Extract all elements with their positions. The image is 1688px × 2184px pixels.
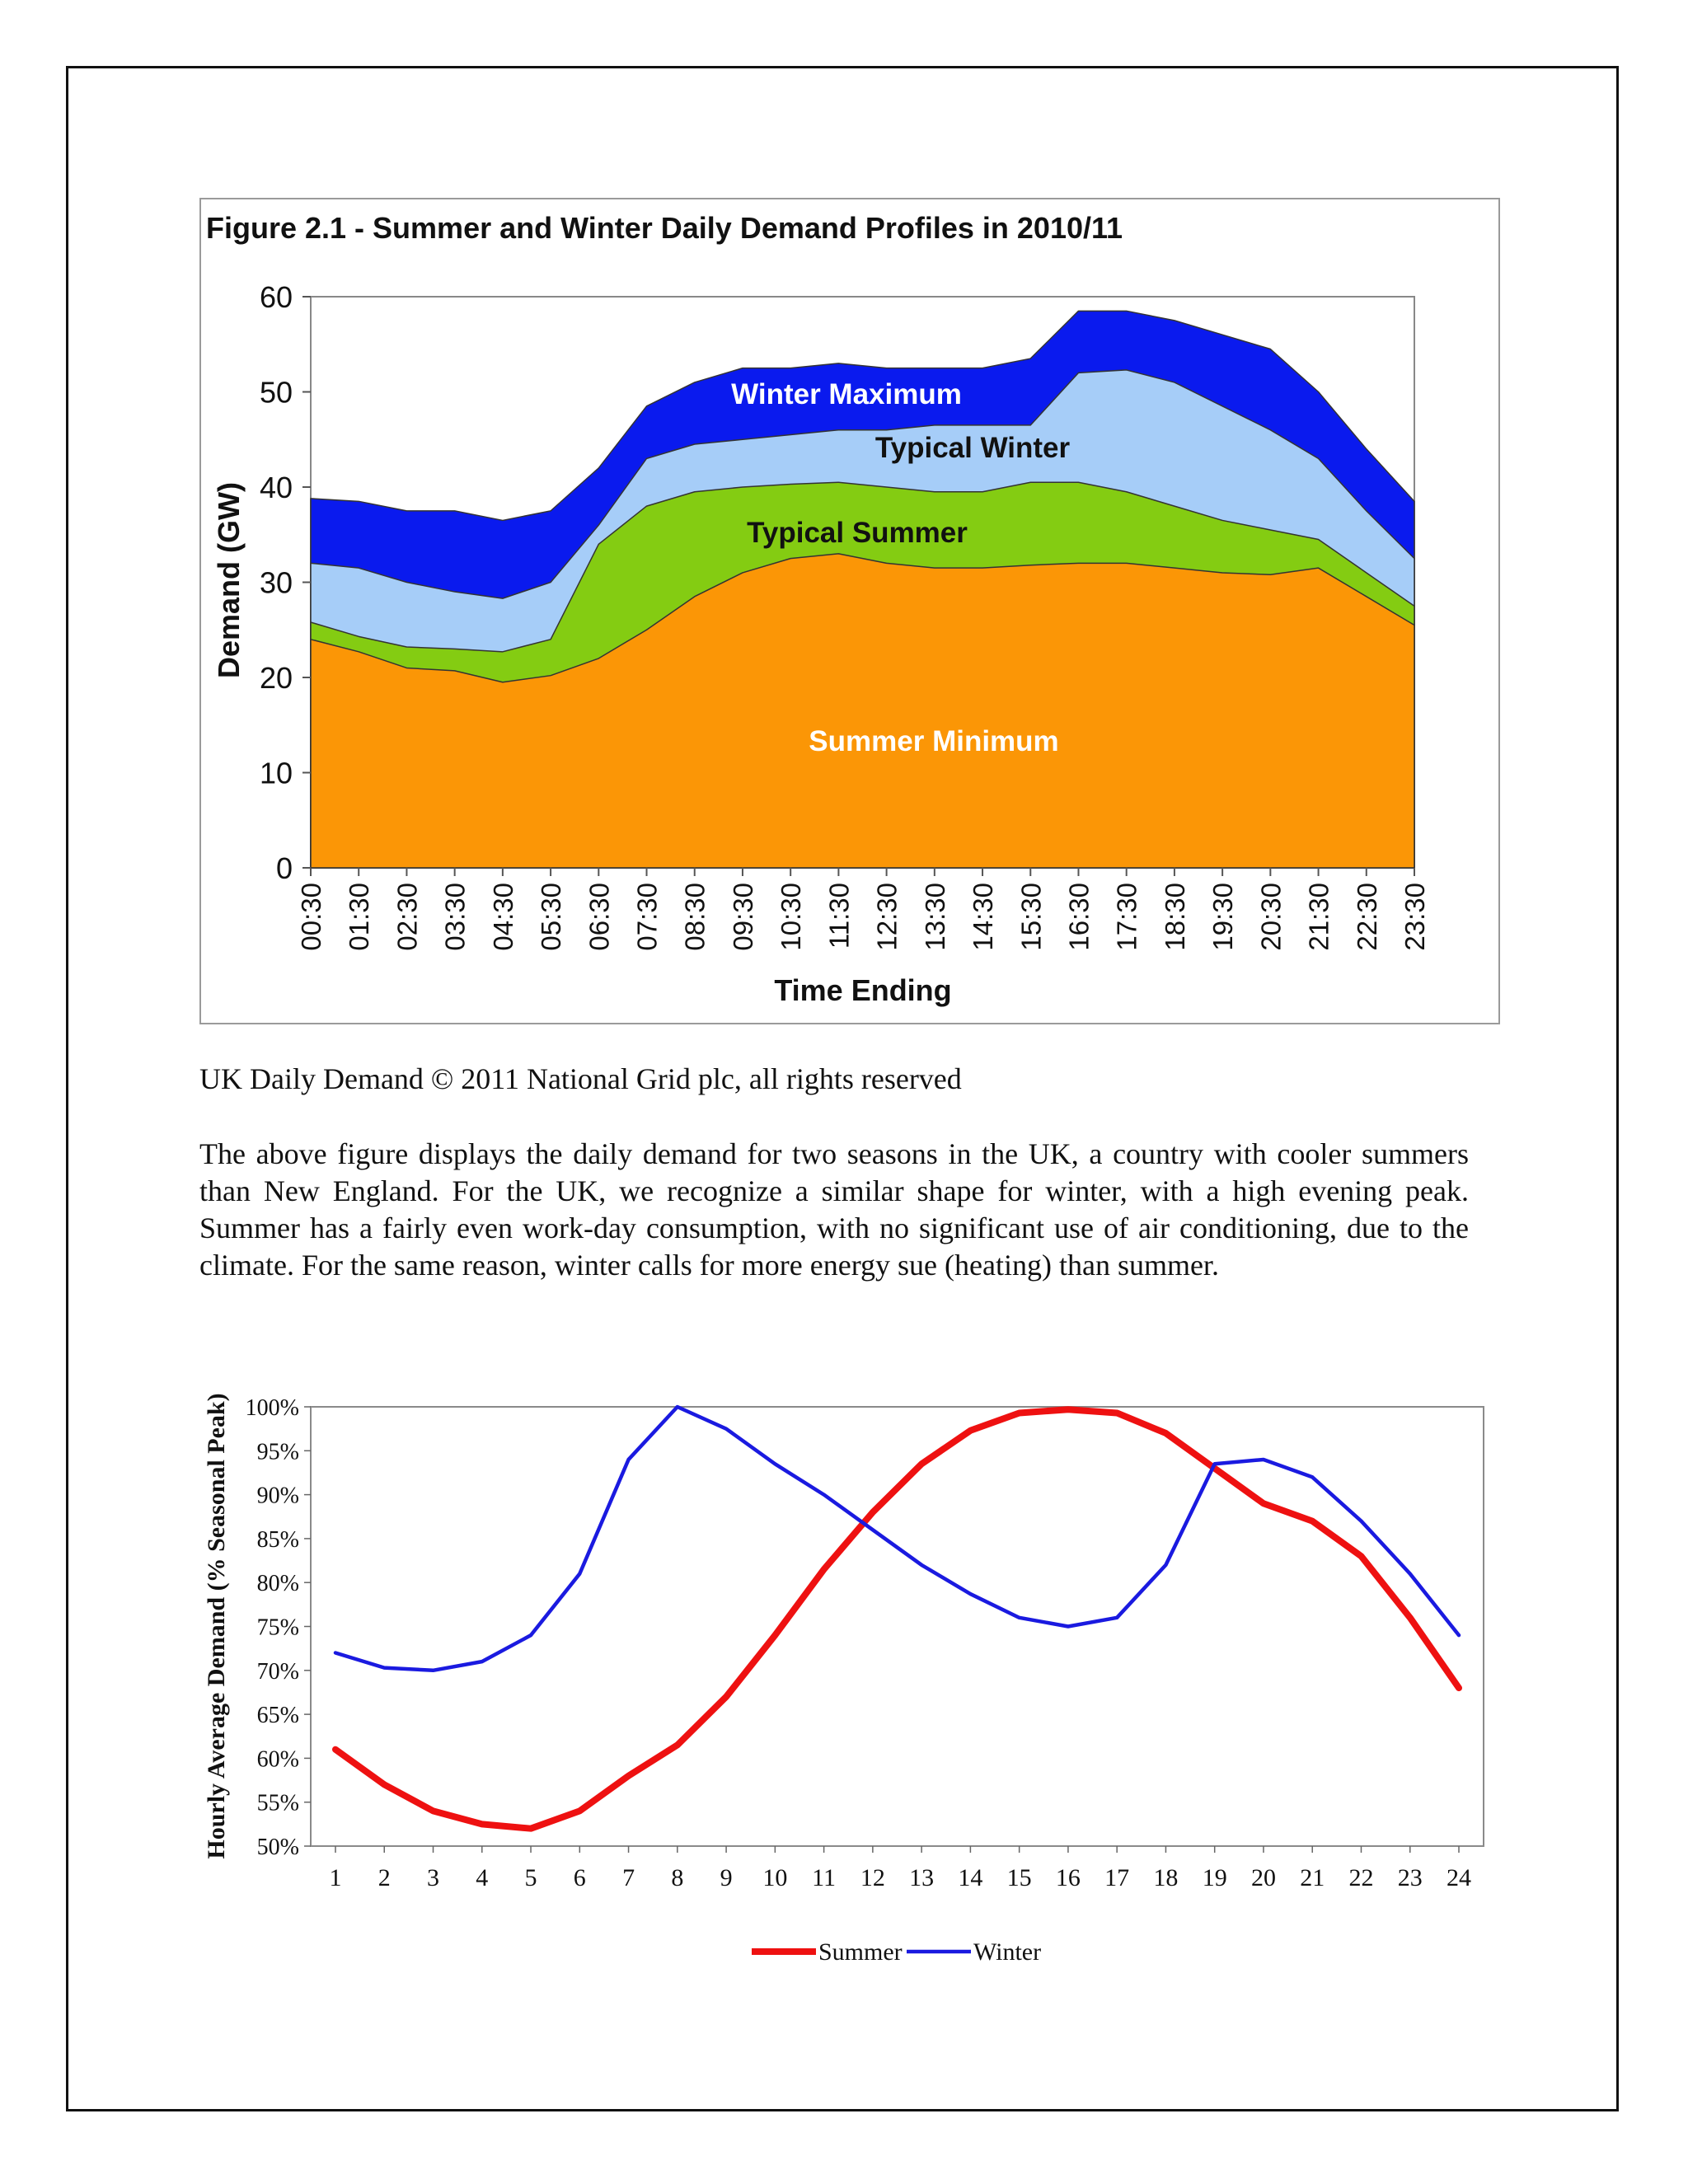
y-tick-label: 55% <box>257 1791 299 1816</box>
x-tick-label: 00:30 <box>296 883 326 951</box>
x-tick-label: 1 <box>330 1864 342 1891</box>
series-label: Summer Minimum <box>809 725 1058 757</box>
x-tick-label: 20:30 <box>1255 883 1286 951</box>
x-tick-label: 12 <box>860 1864 885 1891</box>
y-tick-label: 80% <box>257 1571 299 1596</box>
figure-caption: UK Daily Demand © 2011 National Grid plc… <box>199 1062 962 1095</box>
x-tick-label: 6 <box>574 1864 586 1891</box>
x-tick-label: 11:30 <box>823 883 854 949</box>
x-tick-label: 05:30 <box>536 883 566 951</box>
x-tick-label: 13 <box>909 1864 934 1891</box>
x-tick-label: 18:30 <box>1160 883 1190 951</box>
x-tick-label: 15 <box>1007 1864 1032 1891</box>
x-tick-label: 10 <box>762 1864 787 1891</box>
x-tick-label: 22 <box>1348 1864 1373 1891</box>
x-tick-label: 01:30 <box>344 883 374 951</box>
y-tick-label: 20 <box>260 661 293 695</box>
x-tick-label: 09:30 <box>728 883 758 951</box>
x-tick-label: 21:30 <box>1304 883 1334 951</box>
x-tick-label: 18 <box>1153 1864 1178 1891</box>
series-label: Winter Maximum <box>731 378 962 410</box>
x-tick-label: 15:30 <box>1015 883 1046 951</box>
x-tick-label: 19:30 <box>1207 883 1238 951</box>
x-tick-label: 4 <box>476 1864 488 1891</box>
x-tick-label: 14 <box>958 1864 982 1891</box>
x-tick-label: 20 <box>1251 1864 1276 1891</box>
legend-label-summer: Summer <box>818 1938 903 1966</box>
x-tick-label: 21 <box>1300 1864 1325 1891</box>
x-tick-label: 3 <box>427 1864 439 1891</box>
x-tick-label: 19 <box>1203 1864 1227 1891</box>
x-tick-label: 16 <box>1056 1864 1081 1891</box>
x-tick-label: 2 <box>378 1864 391 1891</box>
y-tick-label: 75% <box>257 1615 299 1641</box>
y-tick-label: 50% <box>257 1835 299 1860</box>
y-tick-label: 90% <box>257 1483 299 1509</box>
y-tick-label: 60% <box>257 1746 299 1772</box>
x-tick-label: 11 <box>812 1864 836 1891</box>
x-tick-label: 14:30 <box>968 883 998 951</box>
page-frame <box>66 66 1619 2111</box>
y-tick-label: 65% <box>257 1703 299 1728</box>
y-axis-title: Hourly Average Demand (% Seasonal Peak) <box>203 1393 230 1858</box>
x-axis-title: Time Ending <box>774 973 951 1007</box>
x-tick-label: 23:30 <box>1400 883 1430 951</box>
x-tick-label: 12:30 <box>872 883 903 951</box>
seasonal-peak-line-chart: 50%55%60%65%70%75%80%85%90%95%100%1 2 3 4 5 6… <box>203 1393 1484 1966</box>
plot-area <box>310 1406 1484 1847</box>
y-tick-label: 60 <box>260 280 293 314</box>
x-tick-label: 5 <box>525 1864 537 1891</box>
x-tick-label: 23 <box>1398 1864 1423 1891</box>
x-tick-label: 17 <box>1104 1864 1129 1891</box>
x-tick-label: 9 <box>720 1864 733 1891</box>
x-tick-label: 17:30 <box>1112 883 1142 951</box>
area-summer-minimum <box>310 553 1415 869</box>
series-label: Typical Summer <box>747 517 968 549</box>
y-tick-label: 40 <box>260 471 293 504</box>
x-tick-label: 10:30 <box>776 883 806 951</box>
y-tick-label: 50 <box>260 376 293 410</box>
x-tick-label: 02:30 <box>392 883 422 951</box>
x-tick-label: 8 <box>671 1864 683 1891</box>
y-tick-label: 85% <box>257 1527 299 1553</box>
series-label: Typical Winter <box>875 432 1071 464</box>
y-tick-label: 0 <box>276 851 293 885</box>
x-tick-label: 7 <box>622 1864 635 1891</box>
x-tick-label: 06:30 <box>584 883 614 951</box>
x-tick-label: 24 <box>1447 1864 1471 1891</box>
legend-label-winter: Winter <box>973 1938 1041 1966</box>
series-line-summer <box>332 1406 1462 1832</box>
y-tick-label: 70% <box>257 1659 299 1685</box>
y-tick-label: 30 <box>260 566 293 600</box>
x-tick-label: 07:30 <box>632 883 663 951</box>
y-tick-label: 100% <box>246 1395 299 1421</box>
x-tick-label: 22:30 <box>1352 883 1382 951</box>
y-tick-label: 10 <box>260 757 293 790</box>
y-axis-title: Demand (GW) <box>212 482 246 678</box>
x-tick-label: 03:30 <box>440 883 471 951</box>
x-tick-label: 04:30 <box>488 883 518 951</box>
y-tick-label: 95% <box>257 1439 299 1465</box>
figure-title: Figure 2.1 - Summer and Winter Daily Dem… <box>206 211 1123 245</box>
x-tick-label: 13:30 <box>920 883 950 951</box>
demand-profiles-area-chart: 0 10 20 30 40 50 60 00:30 01:30 02:30 03:30 04:30 05… <box>212 280 1430 1007</box>
series-line-winter <box>333 1404 1461 1673</box>
x-tick-label: 08:30 <box>680 883 710 951</box>
x-tick-label: 16:30 <box>1063 883 1094 951</box>
body-paragraph: The above figure displays the daily dema… <box>199 1137 1469 1282</box>
